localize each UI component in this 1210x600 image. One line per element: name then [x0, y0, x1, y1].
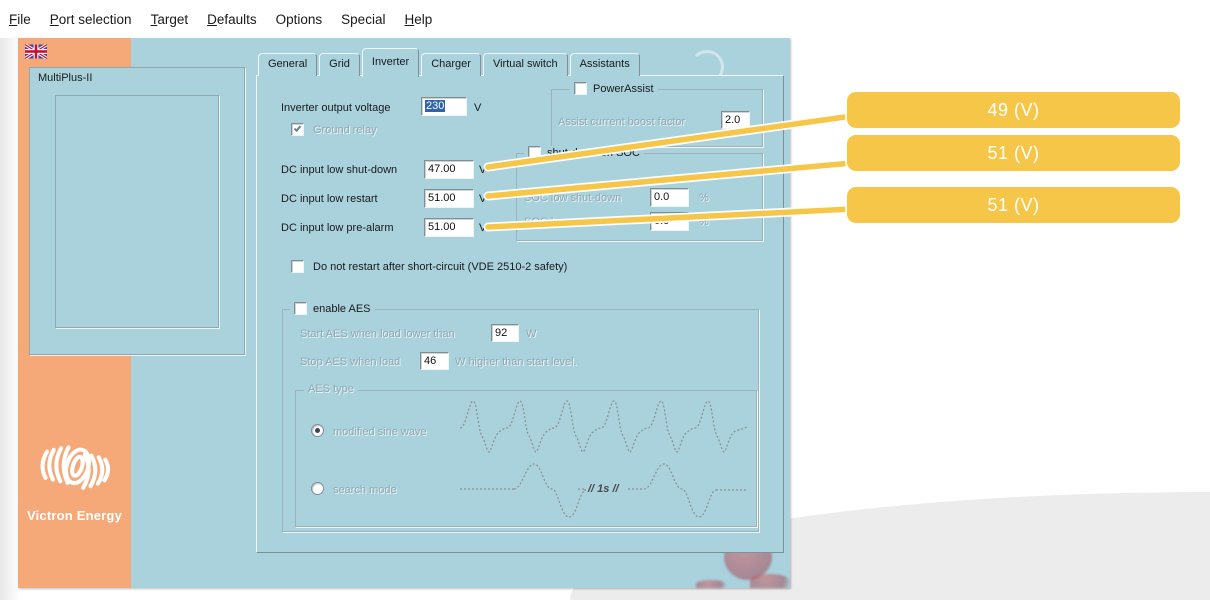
soc-shutdown-input[interactable]: 0.0	[650, 188, 689, 207]
vde-checkbox[interactable]	[291, 260, 304, 273]
radio-dot-icon	[315, 428, 320, 433]
search-mode-waveform-area: // 1s //	[458, 459, 750, 523]
uk-flag-icon[interactable]	[25, 44, 47, 59]
output-voltage-input[interactable]: 230	[421, 97, 467, 116]
device-panel: MultiPlus-II	[29, 67, 245, 355]
search-mode-gap-label: // 1s //	[588, 483, 619, 495]
powerassist-group: PowerAssist Assist current boost factor …	[551, 82, 763, 147]
aes-type-group: AES type modified sine wave search mode	[295, 383, 757, 527]
soc-group: shut-down on SOC SOC low shut-down 0.0 %…	[516, 146, 763, 241]
dc-shutdown-unit: V	[479, 164, 487, 176]
menu-defaults[interactable]: Defaults	[207, 11, 257, 27]
device-list[interactable]	[55, 95, 219, 328]
modified-sine-radio[interactable]	[311, 424, 324, 437]
soc-restart-label: SOC low restart	[524, 216, 602, 228]
vde-label: Do not restart after short-circuit (VDE …	[313, 261, 568, 273]
veconfigure-window: main low b MultiPlus-II	[18, 38, 790, 588]
victron-logo: Victron Energy	[18, 430, 131, 523]
inverter-tab-page: Inverter output voltage 230 V Ground rel…	[256, 75, 784, 553]
aes-start-input[interactable]: 92	[491, 324, 519, 342]
aes-stop-input[interactable]: 46	[420, 352, 449, 370]
dc-prealarm-label: DC input low pre-alarm	[281, 222, 394, 234]
ground-relay-label: Ground relay	[313, 124, 377, 136]
tab-charger[interactable]: Charger	[421, 53, 481, 76]
dc-restart-label: DC input low restart	[281, 193, 378, 205]
menu-target[interactable]: Target	[150, 11, 189, 27]
dc-shutdown-input[interactable]: 47.00	[424, 160, 474, 179]
soc-checkbox[interactable]	[528, 146, 541, 159]
watermark-berry-4	[696, 580, 726, 588]
dc-prealarm-unit: V	[479, 222, 487, 234]
menu-bar: File Port selection Target Defaults Opti…	[0, 0, 1210, 38]
search-mode-radio[interactable]	[311, 482, 324, 495]
boost-factor-label: Assist current boost factor	[558, 116, 686, 128]
aes-start-label: Start AES when load lower than	[300, 328, 455, 340]
modified-sine-label: modified sine wave	[333, 426, 427, 438]
aes-group: enable AES Start AES when load lower tha…	[282, 302, 759, 532]
victron-torus-icon	[40, 445, 110, 490]
soc-group-label: shut-down on SOC	[547, 146, 640, 159]
checkmark-icon	[293, 124, 302, 132]
output-voltage-unit: V	[474, 102, 482, 114]
tab-virtual-switch[interactable]: Virtual switch	[482, 53, 568, 76]
tab-assistants[interactable]: Assistants	[569, 53, 640, 76]
menu-special[interactable]: Special	[341, 11, 386, 27]
enable-aes-checkbox[interactable]	[294, 302, 307, 315]
ground-relay-checkbox[interactable]	[291, 123, 304, 136]
aes-stop-label: Stop AES when load	[300, 356, 401, 368]
tab-inverter[interactable]: Inverter	[361, 48, 420, 77]
aes-stop-suffix: W higher than start level.	[455, 356, 577, 368]
dc-shutdown-label: DC input low shut-down	[281, 164, 398, 176]
tab-grid[interactable]: Grid	[319, 53, 360, 76]
victron-logo-text: Victron Energy	[26, 508, 123, 523]
modified-sine-waveform	[459, 400, 749, 453]
soc-restart-input[interactable]: 0.0	[650, 212, 689, 231]
menu-options[interactable]: Options	[275, 11, 323, 27]
dc-restart-unit: V	[479, 193, 487, 205]
watermark-berry-3	[750, 574, 790, 588]
boost-factor-input[interactable]: 2.0	[721, 111, 750, 129]
device-label: MultiPlus-II	[38, 72, 93, 84]
callout-dc-shutdown: 49 (V)	[847, 92, 1180, 128]
output-voltage-label: Inverter output voltage	[281, 102, 391, 114]
tab-general[interactable]: General	[258, 53, 318, 76]
callout-dc-prealarm: 51 (V)	[847, 187, 1180, 223]
powerassist-label: PowerAssist	[593, 82, 654, 95]
dc-prealarm-input[interactable]: 51.00	[424, 218, 474, 237]
aes-type-label: AES type	[304, 383, 358, 395]
enable-aes-label: enable AES	[313, 302, 371, 315]
aes-start-unit: W	[526, 328, 537, 340]
powerassist-checkbox[interactable]	[574, 82, 587, 95]
soc-shutdown-unit: %	[699, 192, 709, 204]
soc-restart-unit: %	[699, 216, 709, 228]
menu-port-selection[interactable]: Port selection	[49, 11, 132, 27]
page-left-edge	[0, 0, 18, 600]
soc-shutdown-label: SOC low shut-down	[524, 192, 622, 204]
dc-restart-input[interactable]: 51.00	[424, 189, 474, 208]
menu-help[interactable]: Help	[404, 11, 433, 27]
menu-file[interactable]: File	[9, 11, 31, 27]
tab-bar: General Grid Inverter Charger Virtual sw…	[258, 47, 642, 77]
search-mode-label: search mode	[333, 484, 397, 496]
callout-dc-restart: 51 (V)	[847, 135, 1180, 171]
